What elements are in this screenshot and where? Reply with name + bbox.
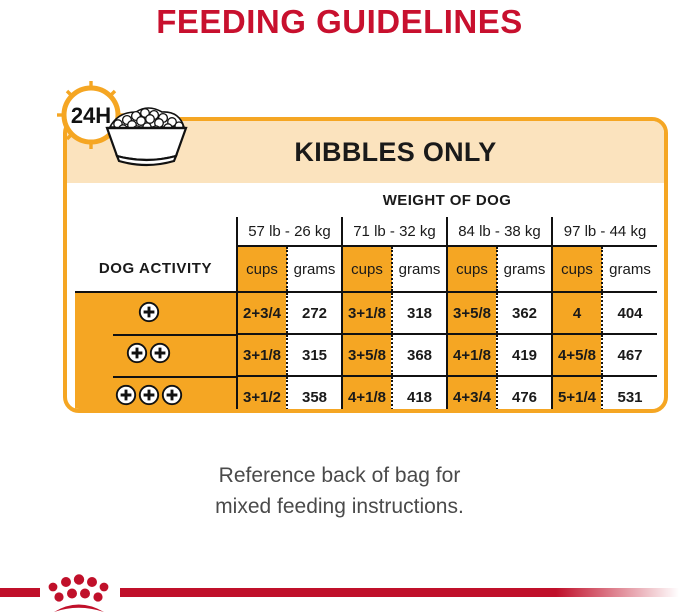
weight-column-1: 57 lb - 26 kg bbox=[236, 217, 342, 247]
weight-of-dog-label: WEIGHT OF DOG bbox=[382, 191, 512, 209]
cups-value: 4+5/8 bbox=[552, 333, 603, 376]
feeding-table-wrapper: WEIGHT OF DOG 57 lb - 26 kg 71 lb - 32 k… bbox=[67, 183, 664, 409]
activity-level-icons-3 bbox=[115, 384, 183, 406]
grams-value: 418 bbox=[392, 375, 448, 409]
weight-of-dog-header-row: WEIGHT OF DOG bbox=[75, 183, 657, 217]
unit-grams-1: grams bbox=[287, 246, 343, 293]
unit-cups-4: cups bbox=[552, 246, 603, 293]
cups-value: 3+1/2 bbox=[237, 375, 288, 409]
unit-cups-3: cups bbox=[447, 246, 498, 293]
plus-circle-icon bbox=[115, 384, 136, 405]
activity-level-icons-1 bbox=[138, 301, 160, 323]
cups-value: 4+1/8 bbox=[342, 375, 393, 409]
plus-circle-icon bbox=[126, 342, 148, 364]
cups-value: 4+3/4 bbox=[447, 375, 498, 409]
footer-note: Reference back of bag for mixed feeding … bbox=[0, 460, 679, 522]
plus-circle-icon bbox=[138, 301, 159, 322]
cups-value: 3+1/8 bbox=[342, 292, 393, 334]
weight-column-2: 71 lb - 32 kg bbox=[341, 217, 447, 247]
row-separator bbox=[113, 376, 236, 378]
feeding-frequency-badge: 24H bbox=[57, 81, 188, 167]
table-row: 3+1/2 358 4+1/8 418 4+3/4 476 5+1/4 531 bbox=[75, 375, 658, 409]
cups-value: 3+5/8 bbox=[342, 333, 393, 376]
grams-value: 467 bbox=[602, 333, 658, 376]
table-row: 2+3/4 272 3+1/8 318 3+5/8 362 4 404 bbox=[75, 292, 658, 334]
grams-value: 368 bbox=[392, 333, 448, 376]
brand-bar-right bbox=[120, 588, 679, 597]
cups-value: 3+5/8 bbox=[447, 292, 498, 334]
unit-cups-1: cups bbox=[237, 246, 288, 293]
royal-crown-paw-logo-icon bbox=[48, 574, 109, 612]
clock-24h-label: 24H bbox=[71, 103, 111, 128]
weight-values-row: 57 lb - 26 kg 71 lb - 32 kg 84 lb - 38 k… bbox=[75, 217, 658, 247]
plus-circle-icon bbox=[161, 384, 182, 405]
cups-value: 4+1/8 bbox=[447, 333, 498, 376]
dog-activity-label: DOG ACTIVITY bbox=[75, 246, 238, 293]
unit-grams-4: grams bbox=[602, 246, 658, 293]
grams-value: 272 bbox=[287, 292, 343, 334]
grams-value: 476 bbox=[497, 375, 553, 409]
feeding-table: WEIGHT OF DOG 57 lb - 26 kg 71 lb - 32 k… bbox=[75, 183, 658, 409]
feeding-guidelines-card: KIBBLES ONLY WEIGHT OF DOG 57 lb - 26 kg… bbox=[63, 117, 668, 413]
grams-value: 419 bbox=[497, 333, 553, 376]
row-separator bbox=[113, 334, 236, 336]
activity-cell-2 bbox=[75, 334, 238, 376]
units-header-row: DOG ACTIVITY cups grams cups grams cups … bbox=[75, 246, 658, 293]
dog-bowl-with-kibbles-icon bbox=[105, 107, 188, 167]
cups-value: 4 bbox=[552, 292, 603, 334]
grams-value: 318 bbox=[392, 292, 448, 334]
clock-24h-icon: 24H bbox=[57, 81, 125, 149]
unit-grams-3: grams bbox=[497, 246, 553, 293]
cups-value: 5+1/4 bbox=[552, 375, 603, 409]
plus-circle-icon bbox=[149, 342, 171, 364]
empty-corner-cell bbox=[75, 183, 237, 217]
card-header-title: KIBBLES ONLY bbox=[294, 137, 497, 167]
page-title: FEEDING GUIDELINES bbox=[156, 3, 523, 40]
table-row: 3+1/8 315 3+5/8 368 4+1/8 419 4+5/8 467 bbox=[75, 333, 658, 376]
grams-value: 362 bbox=[497, 292, 553, 334]
cups-value: 3+1/8 bbox=[237, 333, 288, 376]
weight-column-3: 84 lb - 38 kg bbox=[446, 217, 552, 247]
cups-value: 2+3/4 bbox=[237, 292, 288, 334]
plus-circle-icon bbox=[138, 384, 159, 405]
grams-value: 315 bbox=[287, 333, 343, 376]
weight-column-4: 97 lb - 44 kg bbox=[550, 217, 658, 247]
activity-level-icons-2 bbox=[126, 342, 171, 364]
footer-note-line-2: mixed feeding instructions. bbox=[215, 495, 464, 518]
empty-cell bbox=[75, 217, 237, 246]
activity-cell-3 bbox=[75, 376, 238, 409]
grams-value: 531 bbox=[602, 375, 658, 409]
footer-note-line-1: Reference back of bag for bbox=[218, 464, 461, 487]
unit-grams-2: grams bbox=[392, 246, 448, 293]
grams-value: 358 bbox=[287, 375, 343, 409]
brand-bar bbox=[0, 574, 679, 612]
brand-bar-left bbox=[0, 588, 40, 597]
grams-value: 404 bbox=[602, 292, 658, 334]
unit-cups-2: cups bbox=[342, 246, 393, 293]
activity-cell-1 bbox=[75, 292, 238, 334]
